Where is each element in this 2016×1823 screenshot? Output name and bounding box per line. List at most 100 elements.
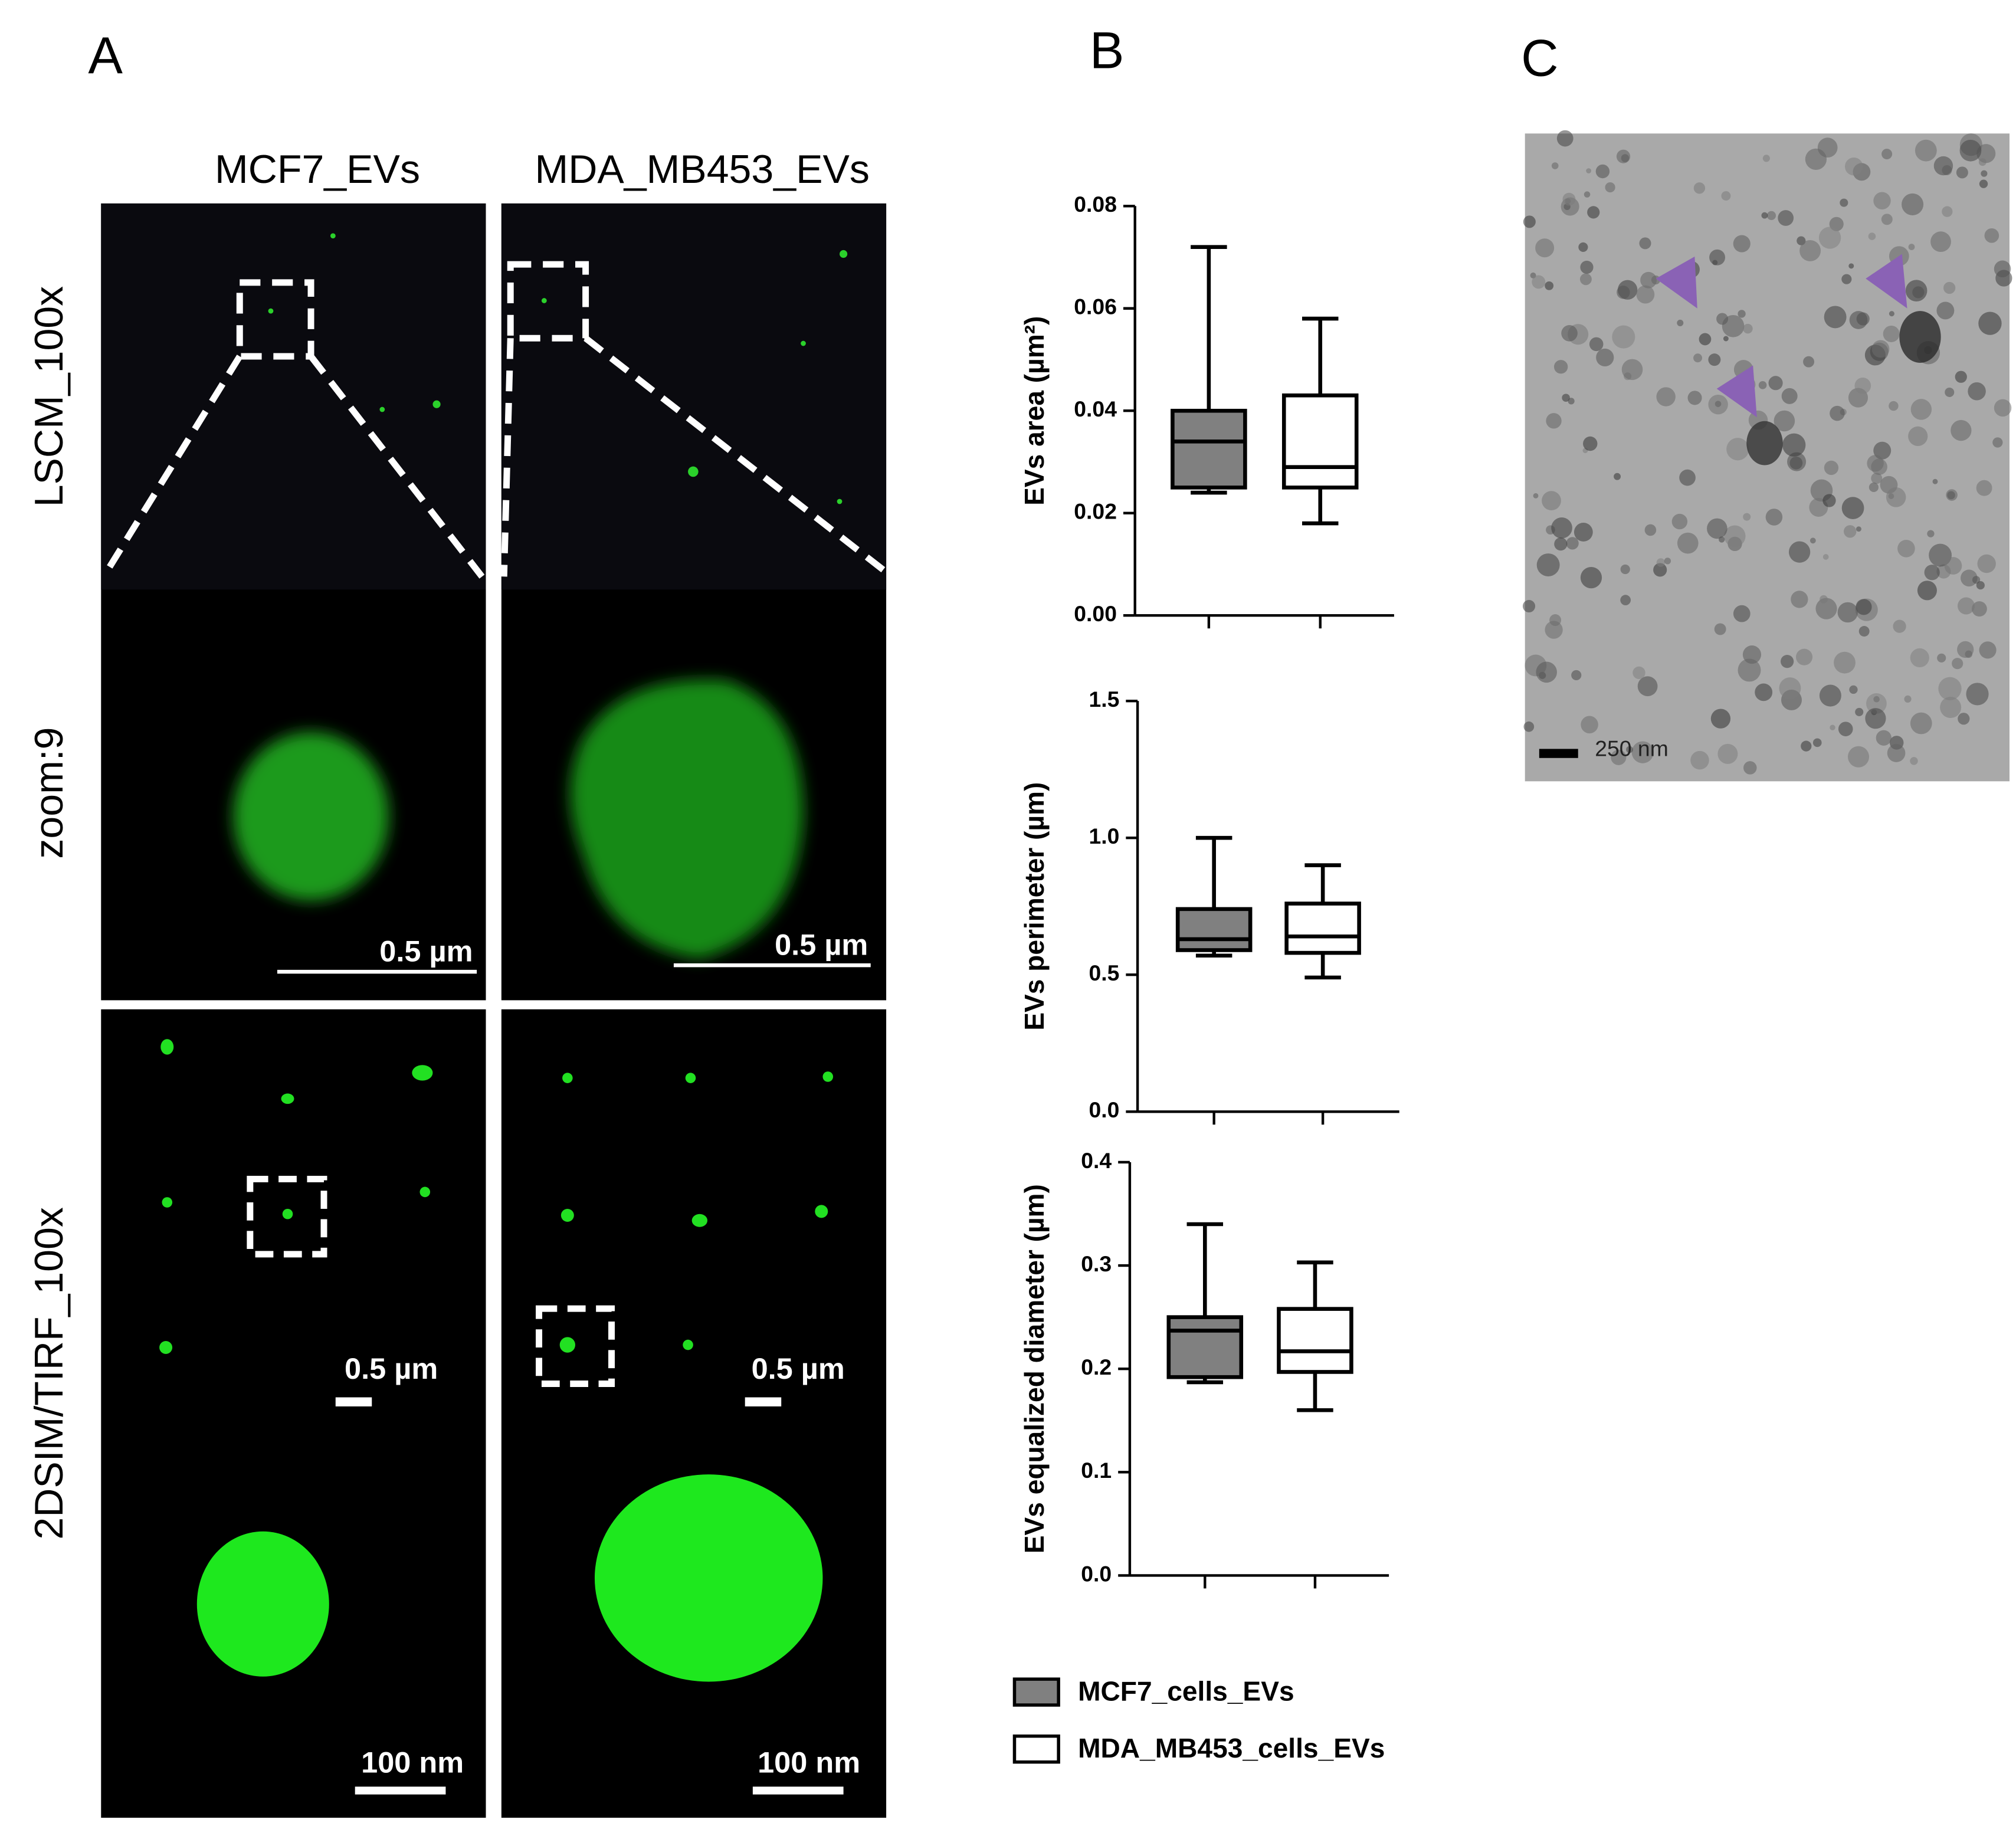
tem-particle <box>1535 238 1555 258</box>
tem-particle <box>1639 237 1651 250</box>
ev-inset <box>594 1474 823 1682</box>
box <box>1171 408 1247 490</box>
tem-particle <box>1924 565 1940 581</box>
tem-particle <box>1902 193 1924 215</box>
tem-particle <box>1620 595 1631 606</box>
tem-particle <box>1942 165 1952 176</box>
tem-particle <box>1708 394 1728 415</box>
tem-particle <box>1579 273 1592 286</box>
tem-particle <box>1834 651 1856 674</box>
tem-particle <box>1738 658 1761 682</box>
scale-bar <box>1539 749 1578 758</box>
tem-particle <box>1690 750 1709 770</box>
tem-particle <box>1761 212 1768 219</box>
tem-particle <box>1904 695 1912 703</box>
tem-particle <box>1855 707 1864 716</box>
tem-particle <box>1978 312 2002 335</box>
micrograph <box>501 1009 887 1818</box>
tem-particle <box>1687 391 1702 405</box>
tem-particle <box>1883 325 1900 342</box>
tem-particle <box>1636 285 1655 304</box>
tem-particle <box>1631 741 1654 763</box>
tem-particle <box>1614 473 1621 480</box>
tem-particle <box>1893 619 1906 633</box>
row-label: zoom:9 <box>27 727 71 858</box>
tem-particle <box>1801 740 1812 752</box>
tem-particle <box>1738 310 1746 318</box>
tem-particle <box>1693 182 1706 194</box>
tem-particle <box>1981 170 1988 177</box>
tem-particle <box>1578 242 1588 252</box>
tem-particle <box>1716 313 1729 325</box>
tem-particle <box>1805 148 1827 170</box>
tem-particle <box>1765 509 1783 526</box>
tem-particle <box>1815 598 1837 619</box>
tem-particle <box>1937 653 1946 663</box>
tem-particle <box>1581 716 1598 734</box>
tem-particle <box>1876 730 1892 746</box>
tem-particle <box>1551 517 1572 539</box>
tem-particle <box>1915 139 1937 162</box>
y-tick-label: 0.06 <box>1074 294 1117 319</box>
tem-particle <box>1707 518 1727 539</box>
y-tick-label: 1.0 <box>1089 824 1119 848</box>
tirf-spots <box>159 1039 834 1354</box>
tem-particle <box>1580 566 1602 589</box>
ev-blob <box>233 732 389 901</box>
tem-particle <box>1927 530 1935 537</box>
tem-particle <box>1656 558 1666 567</box>
tem-particle <box>1587 206 1600 219</box>
tem-particle <box>1887 744 1906 762</box>
tem-particle <box>1943 281 1956 294</box>
tem-particle <box>1605 182 1615 193</box>
tem-particle <box>1755 683 1773 701</box>
tem-particle <box>1640 271 1657 288</box>
tem-particles <box>1522 130 2012 775</box>
tem-particle <box>1795 648 1813 665</box>
tem-particle <box>1932 478 1938 484</box>
tem-particle <box>1897 539 1915 558</box>
tem-particle <box>1743 323 1753 334</box>
scale-bar-label: 100 nm <box>758 1745 860 1779</box>
tem-particle <box>1957 641 1974 658</box>
tem-particle <box>1968 382 1986 401</box>
scale-bar-label: 0.5 µm <box>752 1352 845 1385</box>
tem-particle <box>1994 260 2011 278</box>
tem-particle <box>1938 677 1962 700</box>
tem-particle <box>1523 215 1536 228</box>
tem-particle <box>1979 179 1988 188</box>
tem-particle <box>1979 641 1997 659</box>
tem-particle <box>1787 452 1807 471</box>
tem-particle <box>1774 410 1795 432</box>
tem-particle <box>1714 623 1726 635</box>
tem-particle <box>1708 353 1721 366</box>
tem-particle <box>1717 743 1738 764</box>
tem-particle <box>1562 394 1570 402</box>
tem-particle <box>1866 693 1887 714</box>
tem-particle <box>1545 281 1554 290</box>
tem-particle <box>1972 601 1987 617</box>
tem-particle <box>1549 614 1562 627</box>
tem-particle <box>1781 655 1794 668</box>
panel-letter: C <box>1521 29 1558 87</box>
y-axis-label: EVs perimeter (µm) <box>1019 782 1050 1031</box>
tem-particle <box>1733 235 1751 253</box>
tem-particle <box>1611 749 1627 765</box>
y-tick-label: 0.5 <box>1089 960 1119 985</box>
tem-particle <box>1712 260 1718 265</box>
tem-particle <box>1910 757 1918 765</box>
tem-particle <box>1812 738 1822 747</box>
lscm-field <box>101 203 486 590</box>
tem-particle <box>1865 708 1886 729</box>
y-tick-label: 0.4 <box>1081 1148 1112 1173</box>
y-tick-label: 0.02 <box>1074 499 1117 524</box>
y-axis-label: EVs area (µm²) <box>1019 316 1050 506</box>
box-plots: 0.00 0.02 0.04 0.06 0.08 EVs area (µm²) 0.0 0.5… <box>1019 192 1399 1589</box>
arrowhead <box>1656 254 1907 418</box>
tem-particle <box>1840 198 1848 207</box>
tem-particle <box>1621 359 1643 381</box>
tem-particle <box>1841 274 1852 284</box>
tem-particle <box>1952 658 1963 670</box>
tem-particle <box>1589 337 1604 352</box>
tem-particle <box>1626 746 1633 753</box>
